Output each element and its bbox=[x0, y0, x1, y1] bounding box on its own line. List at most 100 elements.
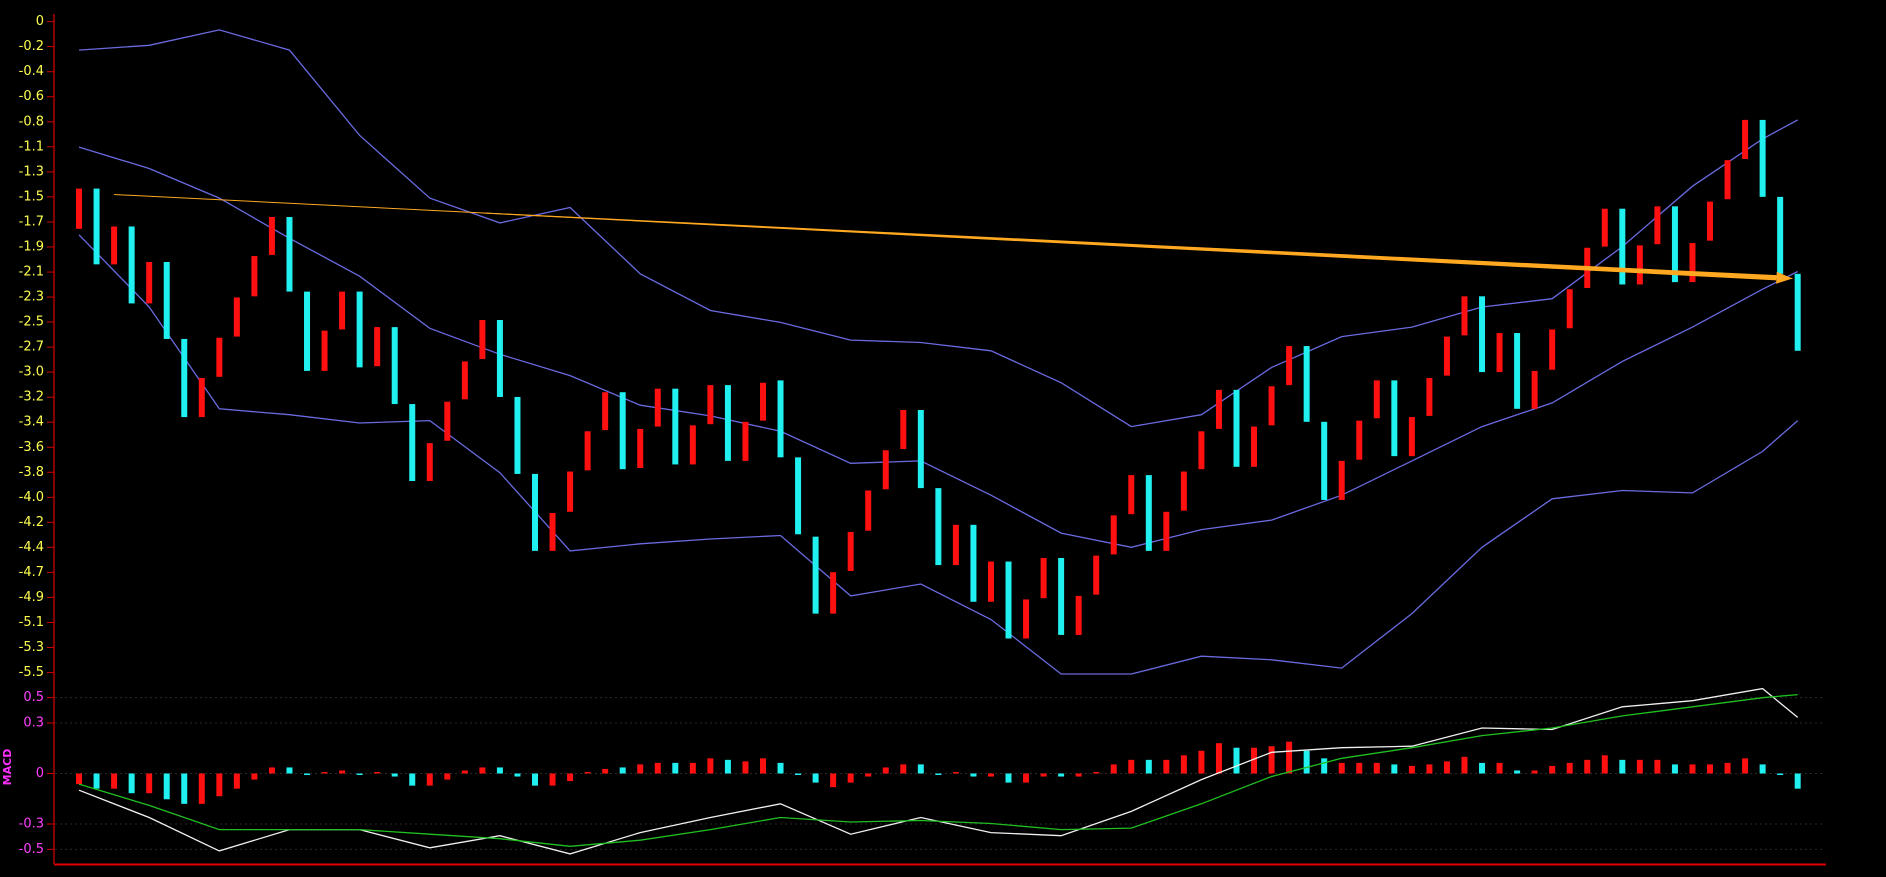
candle bbox=[1251, 426, 1258, 467]
y-tick-label: -5.3 bbox=[19, 640, 44, 655]
y-tick-label: -0.4 bbox=[19, 64, 44, 79]
histogram-bar bbox=[795, 773, 802, 776]
y-tick-label: -4.0 bbox=[19, 490, 44, 505]
candle bbox=[1128, 475, 1135, 515]
histogram-bar bbox=[759, 758, 766, 774]
histogram-bar bbox=[567, 773, 574, 782]
candle bbox=[1742, 119, 1749, 159]
histogram-bar bbox=[1566, 762, 1573, 774]
candle bbox=[321, 330, 328, 371]
histogram-bar bbox=[724, 759, 731, 774]
candle bbox=[1777, 196, 1784, 274]
candle bbox=[426, 443, 433, 482]
histogram-bar bbox=[409, 773, 416, 786]
histogram-bar bbox=[374, 771, 381, 774]
histogram-bar bbox=[654, 762, 661, 774]
histogram-bar bbox=[181, 773, 188, 804]
histogram-bar bbox=[742, 761, 749, 774]
candle bbox=[1759, 119, 1766, 197]
candle bbox=[1479, 296, 1486, 373]
trend-line-part bbox=[483, 212, 1777, 281]
candle bbox=[146, 261, 153, 304]
candle bbox=[444, 401, 451, 441]
histogram-bar bbox=[1268, 746, 1275, 774]
y-tick-label: -0.3 bbox=[19, 817, 44, 832]
histogram-bar bbox=[304, 773, 311, 776]
histogram-bar bbox=[1654, 759, 1661, 774]
histogram-bar bbox=[637, 764, 644, 774]
candle bbox=[163, 261, 170, 339]
candle bbox=[724, 385, 731, 461]
candle bbox=[1724, 160, 1731, 200]
histogram-bar bbox=[1321, 758, 1328, 774]
candle bbox=[847, 531, 854, 571]
candle bbox=[93, 188, 100, 265]
candle bbox=[1373, 380, 1380, 419]
y-tick-label: -1.7 bbox=[19, 214, 44, 229]
candle bbox=[111, 226, 118, 265]
histogram-bar bbox=[1163, 759, 1170, 774]
histogram-bar bbox=[1514, 770, 1521, 774]
line-series bbox=[78, 146, 1798, 548]
histogram-bar bbox=[321, 771, 328, 774]
candle bbox=[1005, 561, 1012, 639]
candle bbox=[952, 524, 959, 566]
histogram-bar bbox=[146, 773, 153, 794]
candle bbox=[759, 382, 766, 421]
candle bbox=[795, 457, 802, 535]
histogram-bar bbox=[707, 758, 714, 774]
y-tick-label: 0 bbox=[36, 766, 44, 781]
histogram-bar bbox=[286, 767, 293, 774]
histogram-bar bbox=[514, 773, 521, 777]
histogram-bar bbox=[1251, 747, 1258, 774]
histogram-bar bbox=[461, 770, 468, 774]
candle bbox=[1794, 273, 1801, 351]
histogram-bar bbox=[900, 764, 907, 774]
histogram-bar bbox=[1601, 755, 1608, 774]
candle bbox=[1040, 557, 1047, 599]
histogram-bar bbox=[1198, 750, 1205, 774]
histogram-bar bbox=[1531, 770, 1538, 774]
candle bbox=[619, 392, 626, 470]
candle bbox=[549, 512, 556, 551]
candle bbox=[1286, 346, 1293, 386]
y-tick-label: -4.4 bbox=[19, 540, 44, 555]
histogram-bar bbox=[1479, 762, 1486, 774]
candle bbox=[304, 291, 311, 371]
histogram-bar bbox=[111, 773, 118, 789]
line-series bbox=[78, 234, 1799, 675]
candle bbox=[1443, 336, 1450, 376]
y-tick-label: 0 bbox=[36, 14, 44, 29]
y-tick-label: -3.0 bbox=[19, 365, 44, 380]
candle bbox=[1356, 420, 1363, 460]
histogram-bar bbox=[1759, 764, 1766, 774]
histogram-bar bbox=[1005, 773, 1012, 783]
candle bbox=[777, 380, 784, 458]
candle bbox=[1619, 208, 1626, 285]
histogram-bar bbox=[584, 771, 591, 774]
histogram-bar bbox=[1075, 773, 1082, 777]
histogram-bar bbox=[444, 773, 451, 780]
histogram-bar bbox=[268, 767, 275, 774]
y-tick-label: -2.7 bbox=[19, 340, 44, 355]
candle bbox=[479, 319, 486, 360]
histogram-bar bbox=[216, 773, 223, 797]
histogram-bar bbox=[1093, 771, 1100, 774]
y-tick-label: -2.3 bbox=[19, 290, 44, 305]
histogram-bar bbox=[1373, 762, 1380, 774]
candle bbox=[1058, 557, 1065, 635]
y-tick-label: -1.5 bbox=[19, 189, 44, 204]
candle bbox=[1654, 206, 1661, 245]
histogram-bar bbox=[426, 773, 433, 786]
histogram-bar bbox=[479, 767, 486, 774]
histogram-bar bbox=[1619, 759, 1626, 774]
candle bbox=[1198, 431, 1205, 470]
histogram-bar bbox=[952, 771, 959, 774]
histogram-bar bbox=[1215, 743, 1222, 774]
histogram-bar bbox=[830, 773, 837, 788]
candle bbox=[1408, 417, 1415, 457]
candle bbox=[900, 409, 907, 450]
histogram-bar bbox=[1356, 762, 1363, 774]
histogram-bar bbox=[1707, 764, 1714, 774]
